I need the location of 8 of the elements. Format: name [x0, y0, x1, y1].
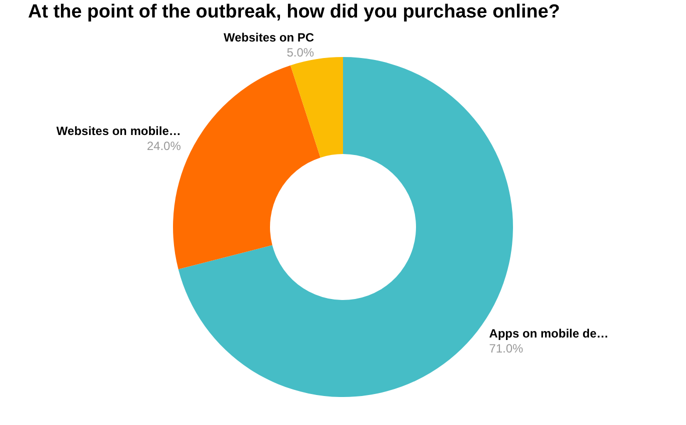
donut-slice	[290, 57, 343, 158]
slice-label: Websites on PC	[224, 30, 314, 44]
slice-label: Websites on mobile…	[56, 124, 181, 138]
data-label: 5.0%	[286, 45, 314, 60]
chart-title: At the point of the outbreak, how did you purchase online?	[28, 1, 560, 22]
data-label: 24.0%	[146, 138, 182, 153]
slice-label: Apps on mobile de…	[489, 326, 609, 340]
data-label: 71.0%	[489, 341, 524, 356]
